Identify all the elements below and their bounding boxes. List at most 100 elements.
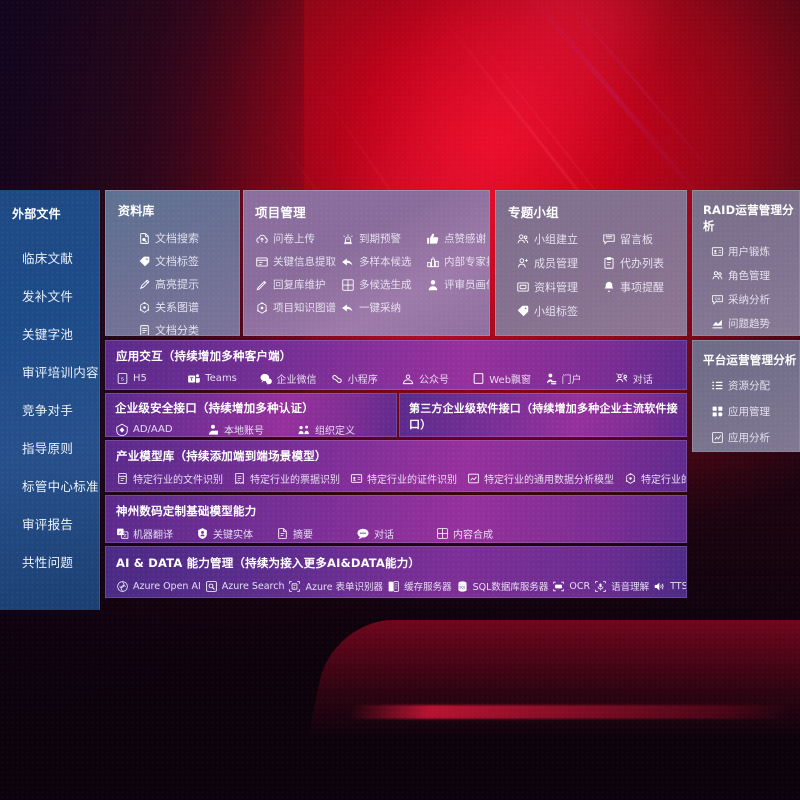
platform-item-app-management[interactable]: 应用管理: [711, 404, 799, 419]
sidebar-item-common-issues[interactable]: 共性问题: [22, 554, 74, 570]
svg-text:A: A: [119, 530, 123, 536]
ai-item-speech-understanding[interactable]: 语音理解: [594, 579, 649, 593]
band-enterprise-security: 企业级安全接口（持续增加多种认证） AD/AAD 本地账号 组织定义: [105, 393, 397, 437]
sidebar-item-standards-center[interactable]: 标管中心标准: [22, 478, 99, 494]
app-label: H5: [133, 373, 147, 384]
band-ai-data-management: AI & DATA 能力管理（持续为接入更多AI&DATA能力） Azure O…: [105, 546, 687, 598]
ai-item-ocr[interactable]: OCR OCR: [552, 579, 590, 593]
raid-item-role-management[interactable]: 角色管理: [711, 268, 799, 283]
band-app-interaction: 应用交互（持续增加多种客户端） 5 H5 Teams 企业微信 小程序 公众号: [105, 340, 687, 390]
repo-item-document-search[interactable]: 文档搜索: [138, 230, 239, 246]
ai-item-tts[interactable]: TTS: [653, 579, 686, 593]
raid-item-issue-trend[interactable]: 问题趋势: [711, 316, 799, 331]
app-item-teams[interactable]: Teams: [187, 371, 258, 386]
platform-item-app-analysis[interactable]: 应用分析: [711, 430, 799, 445]
app-label: 对话: [632, 375, 653, 386]
model-item-id-recognition[interactable]: 特定行业的证件识别: [350, 471, 457, 486]
sidebar-item-guidelines[interactable]: 指导原则: [22, 440, 74, 456]
proj-label: 多样本候选: [359, 256, 412, 268]
ai-item-azure-search[interactable]: Azure Search: [205, 579, 284, 593]
proj-item-questionnaire-upload[interactable]: 问卷上传: [255, 231, 341, 246]
proj-item-expiry-alert[interactable]: 到期预警: [341, 231, 426, 246]
platform-label: 资源分配: [728, 380, 770, 392]
proj-item-multi-candidate-generate[interactable]: 多候选生成: [341, 277, 426, 292]
repo-item-highlight[interactable]: 高亮提示: [138, 276, 239, 292]
sidebar-list: 临床文献 发补文件 关键字池 审评培训内容 竞争对手 指导原则 标管中心标准 审…: [0, 238, 99, 580]
model-item-data-analysis[interactable]: 特定行业的通用数据分析模型: [467, 471, 614, 486]
app-item-h5[interactable]: 5 H5: [116, 371, 187, 386]
shield-diamond-icon: [115, 423, 129, 437]
group-item-group-tag[interactable]: 小组标签: [516, 303, 602, 319]
h5-icon: 5: [116, 372, 129, 385]
ai-item-sql-database[interactable]: SQL SQL数据库服务器: [456, 579, 548, 593]
ai-item-cache-server[interactable]: 缓存服务器: [387, 579, 452, 593]
platform-item-resource-allocation[interactable]: 资源分配: [711, 378, 799, 393]
repo-item-relation-graph[interactable]: 关系图谱: [138, 299, 239, 315]
sidebar-item-supplement-docs[interactable]: 发补文件: [22, 288, 74, 304]
raid-label: 采纳分析: [728, 294, 770, 306]
sec-item-ad-aad[interactable]: AD/AAD: [115, 422, 206, 437]
org-icon: [297, 423, 311, 437]
app-item-web-window[interactable]: Web飘窗: [472, 371, 543, 386]
app-item-dialog[interactable]: 对话: [615, 371, 686, 386]
group-item-todo-list[interactable]: 代办列表: [602, 255, 686, 271]
group-item-member-management[interactable]: 成员管理: [516, 255, 602, 271]
group-item-create-group[interactable]: 小组建立: [516, 231, 602, 247]
app-item-miniprogram[interactable]: 小程序: [330, 371, 401, 386]
ai-data-items: Azure Open AI Azure Search Azure 表单识别器 缓…: [116, 579, 686, 593]
proj-item-like-thanks[interactable]: 点赞感谢: [426, 231, 489, 246]
ai-label: OCR: [569, 580, 591, 592]
repo-item-document-category[interactable]: 文档分类: [138, 322, 239, 335]
sidebar-item-review-report[interactable]: 审评报告: [22, 516, 74, 532]
sidebar-item-competitors[interactable]: 竞争对手: [22, 402, 74, 418]
proj-item-multi-sample-candidate[interactable]: 多样本候选: [341, 254, 426, 269]
dcits-item-summary[interactable]: 摘要: [276, 526, 356, 541]
dcits-label: 对话: [374, 530, 394, 541]
openai-icon: [116, 580, 129, 593]
proj-item-project-knowledge-graph[interactable]: 项目知识图谱: [255, 300, 341, 315]
panel-project-management: 项目管理 问卷上传 到期预警 点赞感谢 关键信息提取 多样本候选: [243, 190, 490, 336]
sidebar-item-clinical-literature[interactable]: 临床文献: [22, 250, 74, 266]
ai-item-azure-openai[interactable]: Azure Open AI: [116, 579, 201, 593]
repo-item-document-tag[interactable]: 文档标签: [138, 253, 239, 269]
proj-item-reviewer-profile[interactable]: 评审员画像: [426, 277, 489, 292]
group-item-event-reminder[interactable]: 事项提醒: [602, 279, 686, 295]
app-item-portal[interactable]: 门户: [544, 371, 615, 386]
third-party-title: 第三方企业级软件接口（持续增加多种企业主流软件接口）: [409, 402, 678, 431]
proj-item-internal-expert-ranking[interactable]: 内部专家排名: [426, 254, 489, 269]
model-item-knowledge-graph[interactable]: 特定行业的通用知识图谱模型: [624, 471, 686, 486]
group-label: 小组标签: [534, 305, 578, 318]
proj-item-one-click-adopt[interactable]: 一键采纳: [341, 300, 426, 315]
ai-label: Azure Open AI: [133, 580, 201, 592]
proj-item-reply-library[interactable]: 回复库维护: [255, 277, 341, 292]
sidebar-item-keyword-pool[interactable]: 关键字池: [22, 326, 74, 342]
dcits-label: 关键实体: [213, 530, 253, 541]
repo-label: 文档标签: [155, 255, 199, 268]
app-item-official-account[interactable]: 公众号: [401, 371, 472, 386]
dcits-item-chat[interactable]: 对话: [356, 526, 436, 541]
raid-item-user-training[interactable]: 用户锻炼: [711, 244, 799, 259]
app-item-wecom[interactable]: 企业微信: [259, 371, 330, 386]
ai-item-form-recognizer[interactable]: Azure 表单识别器: [288, 579, 383, 593]
sec-item-local-account[interactable]: 本地账号: [206, 422, 297, 436]
data-analysis-icon: [467, 472, 480, 485]
grid-nodes-icon: [341, 278, 355, 292]
repository-title: 资料库: [118, 204, 155, 218]
model-item-receipt-recognition[interactable]: 特定行业的票据识别: [233, 471, 340, 486]
sidebar-item-review-training[interactable]: 审评培训内容: [22, 364, 99, 380]
sec-item-org-definition[interactable]: 组织定义: [297, 422, 388, 437]
list-ordered-icon: [711, 379, 724, 392]
wecom-icon: [259, 372, 273, 386]
proj-item-key-info-extract[interactable]: 关键信息提取: [255, 254, 341, 269]
group-item-message-board[interactable]: 留言板: [602, 231, 686, 247]
dcits-item-key-entity[interactable]: 关键实体: [196, 526, 276, 541]
group-item-material-management[interactable]: 资料管理: [516, 279, 602, 295]
ai-label: Azure 表单识别器: [305, 582, 384, 593]
pen-icon: [255, 278, 269, 292]
portal-icon: [544, 372, 558, 386]
model-item-file-recognition[interactable]: 特定行业的文件识别: [116, 471, 223, 486]
raid-item-adoption-analysis[interactable]: QA 采纳分析: [711, 292, 799, 307]
dcits-item-content-composition[interactable]: 内容合成: [436, 526, 516, 541]
proj-label: 回复库维护: [273, 279, 326, 291]
